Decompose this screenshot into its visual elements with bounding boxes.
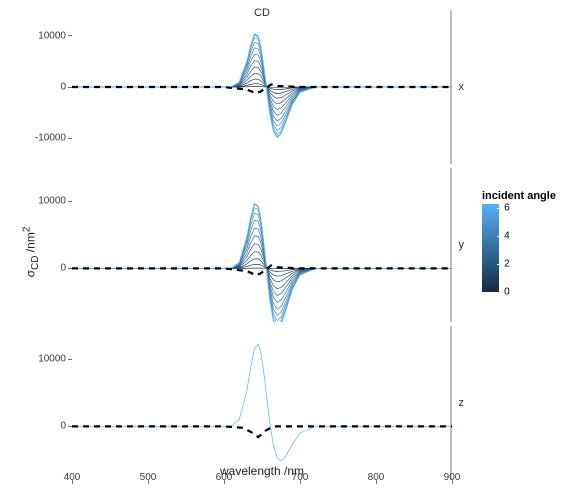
legend-tick-line: [497, 208, 501, 209]
plot-area: CD x y z wavelength /nm: [72, 10, 452, 480]
legend-colorbar: [482, 204, 499, 292]
y-tick: [68, 359, 72, 360]
y-axis-unit: /nm: [24, 232, 38, 252]
x-tick-label: 800: [368, 472, 385, 483]
y-tick: [68, 201, 72, 202]
panel-z-label: z: [459, 397, 465, 409]
panel-x-svg: [72, 10, 452, 164]
x-tick-label: 400: [64, 472, 81, 483]
legend-tick-label: 2: [504, 258, 510, 269]
y-tick-label: 10000: [16, 354, 66, 365]
panel-y: y: [72, 168, 452, 322]
y-tick: [68, 268, 72, 269]
legend-labels: 0246: [502, 204, 522, 292]
y-tick-label: 10000: [16, 30, 66, 41]
legend-tick-line: [497, 264, 501, 265]
x-tick-label: 900: [444, 472, 461, 483]
y-tick-label: 10000: [16, 196, 66, 207]
legend-tick-line: [497, 236, 501, 237]
legend-tick-label: 0: [504, 287, 510, 298]
panel-z: z: [72, 326, 452, 480]
y-tick-label: -10000: [16, 133, 66, 144]
x-tick-label: 700: [292, 472, 309, 483]
panel-x-label: x: [459, 81, 465, 93]
legend-tick-line: [497, 292, 501, 293]
legend-tick-label: 4: [504, 230, 510, 241]
panel-y-label: y: [459, 239, 465, 251]
legend-title: incident angle: [482, 190, 564, 202]
y-tick: [68, 426, 72, 427]
y-tick-label: 0: [16, 82, 66, 93]
y-tick: [68, 87, 72, 88]
y-tick: [68, 35, 72, 36]
y-tick-label: 0: [16, 263, 66, 274]
panel-y-svg: [72, 168, 452, 322]
legend-tick-label: 6: [504, 202, 510, 213]
panel-x: x: [72, 10, 452, 164]
y-axis-sup: 2: [22, 227, 33, 233]
panel-z-svg: [72, 326, 452, 480]
x-tick-label: 500: [140, 472, 157, 483]
y-tick: [68, 138, 72, 139]
x-tick-label: 600: [216, 472, 233, 483]
y-tick-label: 0: [16, 421, 66, 432]
legend: incident angle 0246: [482, 190, 564, 292]
